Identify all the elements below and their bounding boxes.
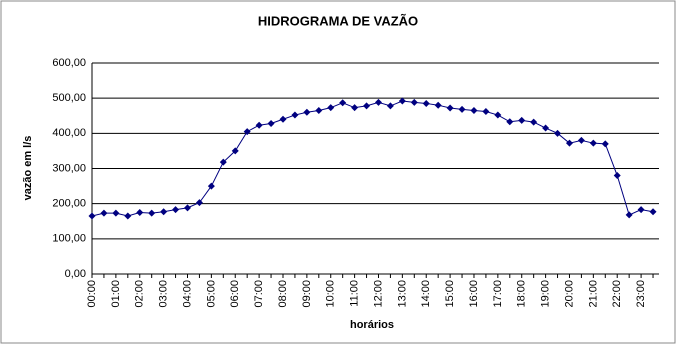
data-point bbox=[136, 208, 144, 216]
data-point bbox=[303, 108, 311, 116]
data-point bbox=[637, 206, 645, 214]
data-point bbox=[279, 115, 287, 123]
x-tick-label: 16:00 bbox=[468, 280, 480, 308]
x-tick-label: 06:00 bbox=[229, 280, 241, 308]
data-point bbox=[386, 102, 394, 110]
x-tick-label: 15:00 bbox=[444, 280, 456, 308]
data-point bbox=[601, 140, 609, 148]
y-tick-label: 100,00 bbox=[52, 233, 86, 245]
data-point bbox=[434, 101, 442, 109]
y-tick-label: 200,00 bbox=[52, 198, 86, 210]
data-point bbox=[327, 104, 335, 112]
x-tick-label: 02:00 bbox=[134, 280, 146, 308]
x-tick-label: 08:00 bbox=[277, 280, 289, 308]
x-axis-title: horários bbox=[350, 319, 394, 331]
data-point bbox=[148, 209, 156, 217]
data-point bbox=[625, 211, 633, 219]
data-point bbox=[124, 212, 132, 220]
data-point bbox=[363, 102, 371, 110]
x-tick-label: 21:00 bbox=[587, 280, 599, 308]
data-point bbox=[458, 105, 466, 113]
data-point bbox=[554, 129, 562, 137]
x-tick-label: 09:00 bbox=[301, 280, 313, 308]
x-tick-label: 00:00 bbox=[86, 280, 98, 308]
data-point bbox=[291, 111, 299, 119]
data-point bbox=[339, 99, 347, 107]
data-point bbox=[219, 158, 227, 166]
x-tick-label: 20:00 bbox=[563, 280, 575, 308]
data-point bbox=[589, 139, 597, 147]
data-point bbox=[518, 116, 526, 124]
data-point bbox=[649, 208, 657, 216]
data-point bbox=[506, 118, 514, 126]
data-point bbox=[231, 147, 239, 155]
data-point bbox=[88, 212, 96, 220]
data-point bbox=[195, 199, 203, 207]
y-tick-label: 400,00 bbox=[52, 127, 86, 139]
y-tick-label: 0,00 bbox=[65, 268, 86, 280]
data-point bbox=[351, 104, 359, 112]
x-tick-label: 18:00 bbox=[516, 280, 528, 308]
data-point bbox=[398, 97, 406, 105]
x-tick-label: 23:00 bbox=[635, 280, 647, 308]
data-point bbox=[255, 121, 263, 129]
x-tick-label: 14:00 bbox=[420, 280, 432, 308]
x-tick-label: 07:00 bbox=[253, 280, 265, 308]
x-tick-label: 04:00 bbox=[181, 280, 193, 308]
x-tick-label: 10:00 bbox=[325, 280, 337, 308]
x-tick-label: 12:00 bbox=[372, 280, 384, 308]
data-point bbox=[494, 111, 502, 119]
x-tick-label: 17:00 bbox=[492, 280, 504, 308]
x-tick-label: 19:00 bbox=[540, 280, 552, 308]
data-point bbox=[470, 106, 478, 114]
data-point bbox=[207, 182, 215, 190]
data-point bbox=[482, 108, 490, 116]
x-tick-label: 11:00 bbox=[349, 280, 361, 307]
data-point bbox=[160, 208, 168, 216]
data-point bbox=[243, 128, 251, 136]
data-point bbox=[100, 209, 108, 217]
data-point bbox=[530, 118, 538, 126]
data-point bbox=[112, 209, 120, 217]
data-point bbox=[565, 139, 573, 147]
data-point bbox=[267, 119, 275, 127]
data-point bbox=[422, 99, 430, 107]
x-tick-label: 22:00 bbox=[611, 280, 623, 308]
x-tick-label: 05:00 bbox=[205, 280, 217, 308]
y-tick-label: 600,00 bbox=[52, 57, 86, 69]
data-point bbox=[374, 98, 382, 106]
chart-title: HIDROGRAMA DE VAZÃO bbox=[258, 13, 418, 28]
x-tick-label: 01:00 bbox=[110, 280, 122, 308]
data-point bbox=[613, 172, 621, 180]
data-point bbox=[410, 98, 418, 106]
data-point bbox=[172, 206, 180, 214]
data-point bbox=[315, 106, 323, 114]
data-point bbox=[446, 104, 454, 112]
x-tick-label: 03:00 bbox=[158, 280, 170, 308]
data-point bbox=[542, 124, 550, 132]
data-point bbox=[577, 136, 585, 144]
x-tick-label: 13:00 bbox=[396, 280, 408, 308]
data-point bbox=[183, 204, 191, 212]
y-axis-title: vazão em l/s bbox=[22, 136, 34, 201]
y-tick-label: 300,00 bbox=[52, 162, 86, 174]
y-tick-label: 500,00 bbox=[52, 92, 86, 104]
